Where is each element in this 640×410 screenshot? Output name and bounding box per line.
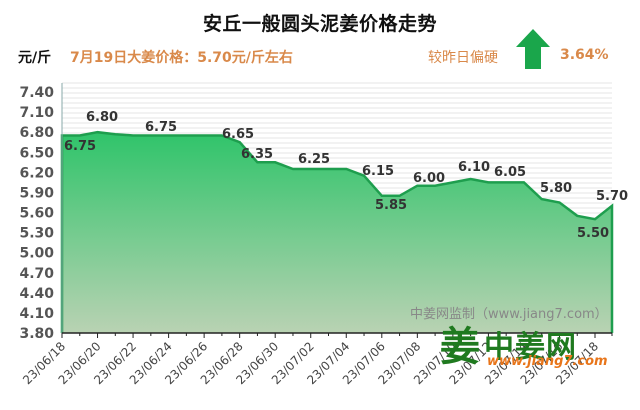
data-label: 6.15 [362,164,394,179]
y-axis-unit: 元/斤 [18,50,52,66]
chart-title: 安丘一般圆头泥姜价格走势 [202,13,437,35]
data-label: 6.80 [86,110,118,125]
y-tick-label: 4.70 [19,266,54,282]
data-label: 6.75 [64,139,96,154]
price-note: 7月19日大姜价格：5.70元/斤左右 [70,50,293,66]
compare-percent: 3.64% [560,47,609,63]
data-label: 5.80 [540,181,572,196]
y-tick-label: 5.00 [19,246,54,262]
data-label: 6.25 [298,152,330,167]
data-label: 6.65 [222,127,254,142]
svg-text:姜: 姜 [440,324,480,368]
y-tick-label: 7.10 [19,105,54,121]
watermark: 中姜网监制（www.jiang7.com） [410,307,608,322]
y-tick-label: 3.80 [19,326,54,342]
data-label: 5.85 [375,198,407,213]
data-label: 5.50 [577,226,609,241]
data-label: 6.75 [145,120,177,135]
up-arrow-icon [516,29,550,69]
logo-url: www.jiang7.com [487,354,608,369]
price-area [62,132,612,333]
data-label: 5.70 [596,189,628,204]
ginger-logo-icon: 姜 [440,324,480,368]
y-tick-label: 5.30 [19,226,54,242]
price-line [60,130,614,333]
y-tick-label: 4.40 [19,286,54,302]
data-label: 6.00 [413,171,445,186]
y-tick-label: 4.10 [19,306,54,322]
y-tick-label: 6.50 [19,145,54,161]
logo-name: 中姜网 [484,330,577,365]
y-tick-label: 5.60 [19,206,54,222]
y-tick-label: 6.80 [19,125,54,141]
data-label: 6.05 [494,165,526,180]
compare-label: 较昨日偏硬 [428,50,498,66]
y-tick-label: 7.40 [19,85,54,101]
y-tick-label: 5.90 [19,185,54,201]
data-label: 6.10 [458,160,490,175]
data-label: 6.35 [241,147,273,162]
y-tick-label: 6.20 [19,165,54,181]
